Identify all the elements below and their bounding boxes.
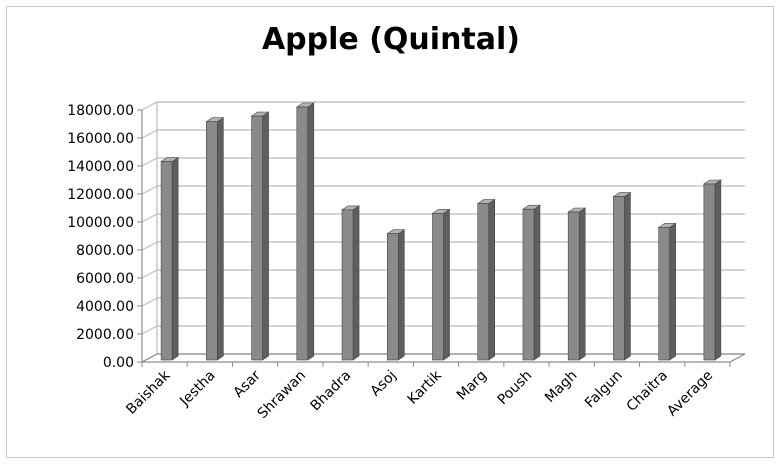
bar [431, 208, 451, 361]
bar [567, 207, 587, 361]
bar-layer [160, 102, 722, 361]
x-tick-label: Bhadra [307, 368, 354, 415]
y-tick-label: 16000.00 [67, 131, 134, 147]
bar [476, 199, 496, 361]
x-tick-label: Average [664, 368, 716, 420]
axis-layer [137, 102, 746, 367]
y-tick-label: 0.00 [103, 355, 134, 371]
y-tick-label: 2000.00 [76, 327, 134, 343]
bar [160, 157, 180, 361]
x-tick-label: Asar [231, 367, 265, 401]
gridline-side [141, 129, 158, 139]
bar [250, 111, 270, 361]
x-tick-label: Poush [495, 368, 536, 409]
x-tick-label: Falgun [582, 368, 626, 412]
x-tick-label: Kartik [405, 367, 446, 408]
bar [341, 205, 361, 361]
gridline-side [141, 101, 158, 111]
y-tick-label: 12000.00 [67, 187, 134, 203]
gridline-side [141, 325, 158, 335]
gridline-side [141, 241, 158, 251]
gridline-side [141, 213, 158, 223]
y-tick-label: 6000.00 [76, 271, 134, 287]
gridline-side [141, 157, 158, 167]
bar [521, 204, 541, 361]
bar [386, 229, 406, 361]
y-tick-label: 10000.00 [67, 215, 134, 231]
bar [657, 222, 677, 361]
y-tick-label: 18000.00 [67, 103, 134, 119]
bar [295, 102, 315, 361]
x-tick-label: Baishak [123, 367, 174, 418]
y-tick-label: 8000.00 [76, 243, 134, 259]
y-tick-label: 4000.00 [76, 299, 134, 315]
x-tick-label: Jestha [176, 368, 218, 410]
bar [205, 117, 225, 361]
x-tick-label: Magh [542, 368, 580, 406]
gridline-side [141, 185, 158, 195]
x-tick-label: Shrawan [255, 368, 309, 422]
bar [702, 179, 722, 361]
x-tick-label: Marg [454, 368, 490, 404]
y-tick-label: 14000.00 [67, 159, 134, 175]
x-tick-label: Asoj [368, 368, 400, 400]
gridline-side [141, 297, 158, 307]
bar [612, 192, 632, 361]
chart-title: Apple (Quintal) [261, 22, 521, 57]
gridline-side [141, 269, 158, 279]
floor [141, 353, 746, 363]
